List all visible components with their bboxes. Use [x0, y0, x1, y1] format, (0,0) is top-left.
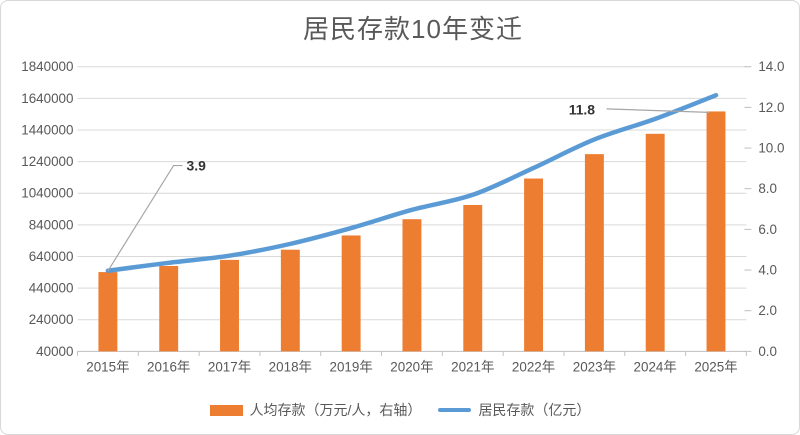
bar-2020年	[402, 219, 422, 352]
right-axis-label: 4.0	[758, 263, 777, 278]
x-axis-label: 2024年	[634, 359, 677, 374]
left-axis-label: 40000	[36, 344, 73, 359]
right-axis-label: 14.0	[758, 59, 784, 74]
x-axis-label: 2017年	[208, 359, 251, 374]
bar-2025年	[706, 111, 726, 352]
legend-item-bar-series: 人均存款（万元/人，右轴）	[209, 400, 422, 420]
left-axis-label: 640000	[29, 249, 74, 264]
left-axis-label: 1840000	[21, 59, 73, 74]
legend-bar-swatch-icon	[209, 404, 243, 416]
bar-2017年	[220, 259, 239, 352]
right-axis-label: 2.0	[758, 303, 777, 318]
right-axis-label: 10.0	[758, 141, 784, 156]
right-axis-label: 8.0	[758, 181, 777, 196]
annotation-label: 3.9	[186, 158, 206, 174]
right-axis-label: 6.0	[758, 222, 777, 237]
bar-2018年	[280, 249, 300, 352]
bar-2022年	[524, 178, 544, 352]
bar-2016年	[159, 265, 179, 352]
bar-2023年	[584, 154, 604, 352]
x-axis-label: 2021年	[451, 359, 494, 374]
left-axis-label: 440000	[29, 281, 74, 296]
right-axis-label: 0.0	[758, 344, 777, 359]
x-axis-label: 2022年	[512, 359, 555, 374]
x-axis-label: 2015年	[86, 359, 129, 374]
x-axis-label: 2020年	[390, 359, 433, 374]
bar-2024年	[645, 133, 665, 352]
bar-2015年	[98, 272, 118, 352]
chart-legend: 人均存款（万元/人，右轴） 居民存款（亿元）	[1, 400, 799, 420]
x-axis-label: 2016年	[147, 359, 190, 374]
legend-line-swatch-icon	[438, 408, 472, 412]
bar-2021年	[463, 204, 483, 352]
left-axis-label: 240000	[29, 312, 74, 327]
x-axis-label: 2025年	[694, 359, 737, 374]
legend-item-line-series: 居民存款（亿元）	[438, 400, 590, 420]
annotation-leader-line	[107, 164, 183, 272]
right-axis-label: 12.0	[758, 100, 784, 115]
x-axis-label: 2023年	[573, 359, 616, 374]
annotation-label: 11.8	[569, 101, 596, 117]
left-axis-label: 1040000	[21, 186, 73, 201]
left-axis-label: 840000	[29, 217, 74, 232]
left-axis-label: 1240000	[21, 154, 73, 169]
line-series-path	[105, 92, 719, 273]
annotation-leader-line	[606, 108, 710, 113]
bar-2019年	[341, 235, 361, 352]
legend-line-label: 居民存款（亿元）	[478, 402, 591, 418]
x-axis-label: 2018年	[269, 359, 312, 374]
chart-title: 居民存款10年变迁	[303, 14, 523, 44]
left-axis-label: 1440000	[21, 122, 73, 137]
x-axis-label: 2019年	[329, 359, 372, 374]
left-axis-label: 1640000	[21, 91, 73, 106]
legend-bar-label: 人均存款（万元/人，右轴）	[249, 402, 422, 418]
